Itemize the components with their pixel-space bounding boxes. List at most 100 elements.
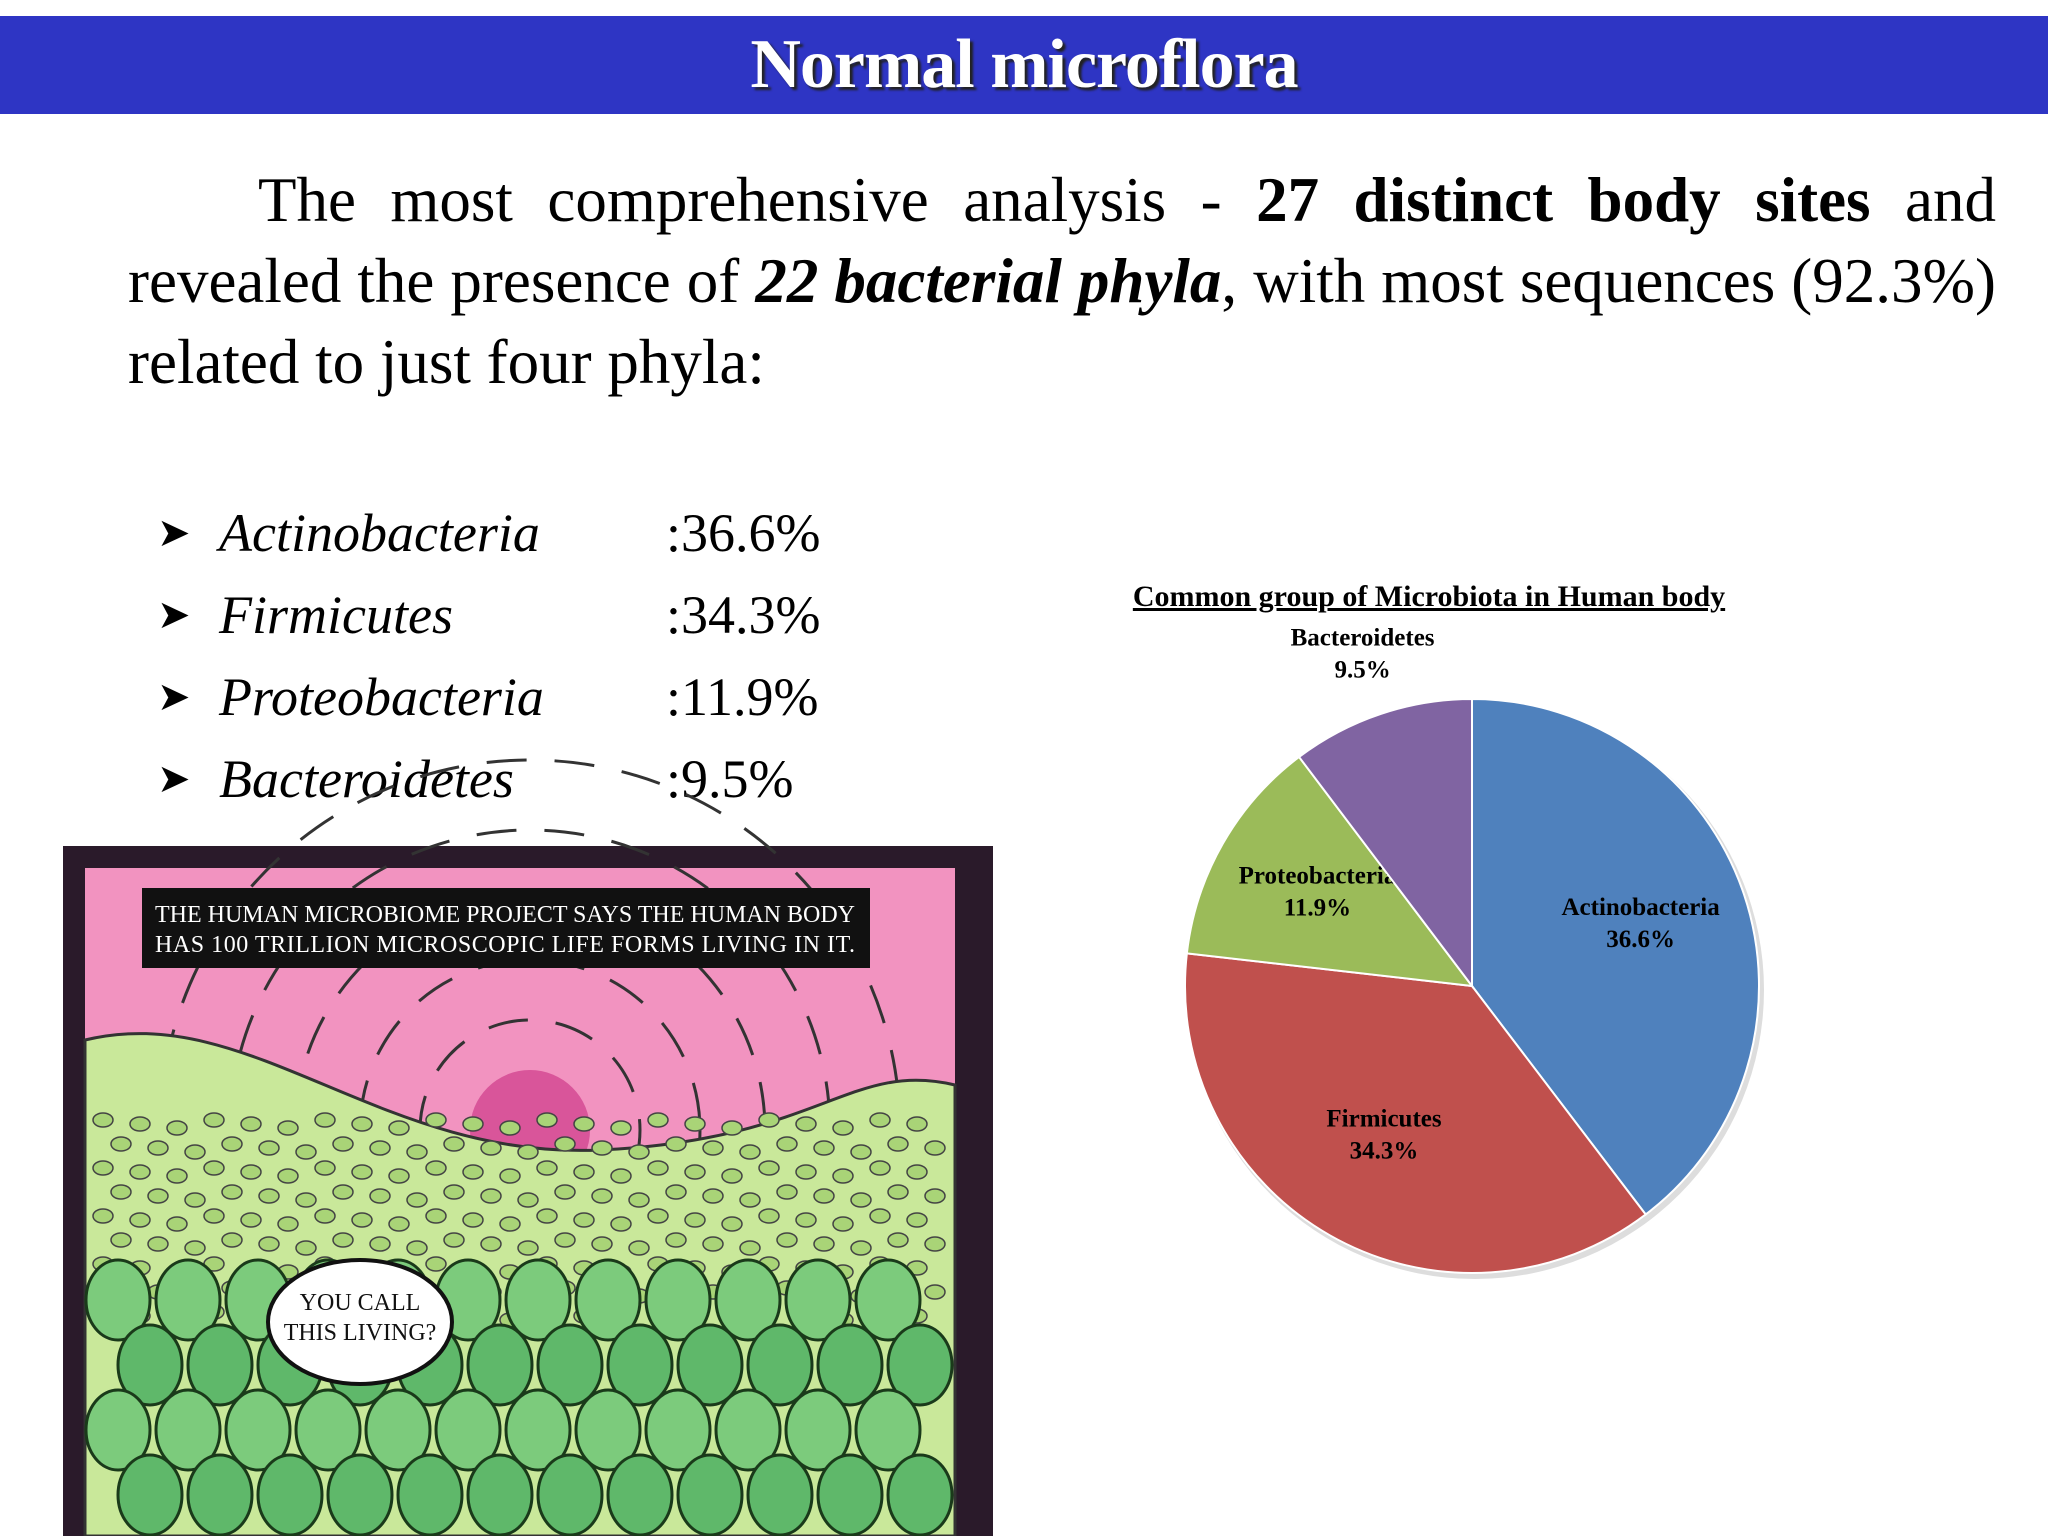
phylum-value: :34.3%	[666, 585, 821, 645]
microbe	[606, 1453, 674, 1536]
microbe-bump	[906, 1212, 928, 1228]
microbe	[816, 1323, 884, 1407]
microbe-bump	[295, 1192, 317, 1208]
list-item: ➤ Actinobacteria:36.6%	[157, 498, 957, 580]
microbe-bump	[332, 1232, 354, 1248]
microbe-bump	[388, 1120, 410, 1136]
microbe-bump	[184, 1192, 206, 1208]
microbe-bump	[869, 1112, 891, 1128]
phylum-value: :9.5%	[666, 749, 794, 809]
microbe	[714, 1258, 782, 1342]
microbe-bump	[795, 1164, 817, 1180]
microbe-bump	[480, 1188, 502, 1204]
microbe-bump	[351, 1212, 373, 1228]
microbe	[574, 1388, 642, 1472]
microbe	[816, 1453, 884, 1536]
microbe-bump	[776, 1232, 798, 1248]
microbe	[504, 1258, 572, 1342]
microbe-bump	[369, 1236, 391, 1252]
phylum-value: :11.9%	[666, 667, 819, 727]
microbe	[116, 1453, 184, 1536]
microbe-bump	[554, 1232, 576, 1248]
microbe-bump	[480, 1236, 502, 1252]
text-run: and revealed the presence of	[128, 165, 1996, 316]
microbe-bump	[499, 1168, 521, 1184]
microbe	[434, 1388, 502, 1472]
microbe-bump	[684, 1116, 706, 1132]
microbe-bump	[240, 1116, 262, 1132]
microbe-bump	[406, 1240, 428, 1256]
microbe-bump	[924, 1188, 946, 1204]
microbe-bump	[314, 1112, 336, 1128]
microbe-bump	[203, 1160, 225, 1176]
microbe-bump	[406, 1192, 428, 1208]
microbe-bump	[369, 1140, 391, 1156]
text-run: The most comprehensive analysis -	[258, 165, 1257, 235]
slice-value: 11.9%	[1284, 895, 1351, 922]
microbe-bump	[536, 1208, 558, 1224]
microbe	[784, 1388, 852, 1472]
microbe-bump	[184, 1144, 206, 1160]
microbe-bump	[147, 1140, 169, 1156]
microbe-bump	[425, 1112, 447, 1128]
slice-category: Proteobacteria	[1239, 863, 1397, 890]
pie-slice	[1185, 755, 1475, 988]
microbe-bump	[573, 1212, 595, 1228]
microbe	[784, 1258, 852, 1342]
microbe-bump	[332, 1136, 354, 1152]
text-run: 22 bacterial phyla	[755, 246, 1222, 316]
bullet-arrow: ➤	[157, 510, 191, 556]
microbe	[504, 1388, 572, 1472]
microbe-bump	[166, 1216, 188, 1232]
microbe-bump	[554, 1136, 576, 1152]
microbe-bump	[610, 1216, 632, 1232]
microbe-bump	[739, 1240, 761, 1256]
microbe-bump	[184, 1240, 206, 1256]
microbe	[536, 1453, 604, 1536]
microbe-bump	[702, 1236, 724, 1252]
microbe-bump	[758, 1208, 780, 1224]
microbe-bump	[258, 1188, 280, 1204]
microbe	[154, 1258, 222, 1342]
microbe-bump	[332, 1184, 354, 1200]
microbe-bump	[850, 1144, 872, 1160]
microbe	[676, 1323, 744, 1407]
microbe	[154, 1388, 222, 1472]
slice-category: Firmicutes	[1326, 1106, 1442, 1133]
list-item: ➤ Proteobacteria :11.9%	[157, 662, 957, 744]
bullet-arrow: ➤	[157, 592, 191, 638]
microbe-bump	[462, 1212, 484, 1228]
microbe-bump	[850, 1240, 872, 1256]
microbe-bump	[203, 1208, 225, 1224]
slice-category: Bacteroidetes	[1291, 624, 1435, 651]
bullet-arrow: ➤	[157, 674, 191, 720]
phylum-name: Proteobacteria	[219, 667, 544, 727]
microbe-bump	[517, 1240, 539, 1256]
microbe	[644, 1258, 712, 1342]
microbe-bump	[573, 1164, 595, 1180]
microbe-bump	[92, 1208, 114, 1224]
microbe-bump	[721, 1216, 743, 1232]
microbe-bump	[869, 1160, 891, 1176]
microbe	[676, 1453, 744, 1536]
microbe-bump	[665, 1136, 687, 1152]
microbe-bump	[295, 1240, 317, 1256]
phylum-value: :36.6%	[666, 503, 821, 563]
microbe-bump	[147, 1236, 169, 1252]
microbe	[644, 1388, 712, 1472]
microbe-bump	[129, 1164, 151, 1180]
microbe-bump	[443, 1232, 465, 1248]
microbe-bump	[647, 1160, 669, 1176]
microbe-bump	[129, 1116, 151, 1132]
microbe-bump	[628, 1240, 650, 1256]
microbe-bump	[610, 1168, 632, 1184]
microbe-bump	[517, 1144, 539, 1160]
phyla-list: ➤ Actinobacteria:36.6% ➤ Firmicutes:34.3% ➤ P…	[157, 498, 957, 826]
phylum-name: Firmicutes	[219, 585, 453, 645]
speech-bubble	[266, 1258, 454, 1386]
microbe-bump	[221, 1232, 243, 1248]
caption-line: THE HUMAN MICROBIOME PROJECT SAYS THE HU…	[155, 902, 855, 928]
microbe-bump	[240, 1164, 262, 1180]
bullet-arrow: ➤	[157, 756, 191, 802]
